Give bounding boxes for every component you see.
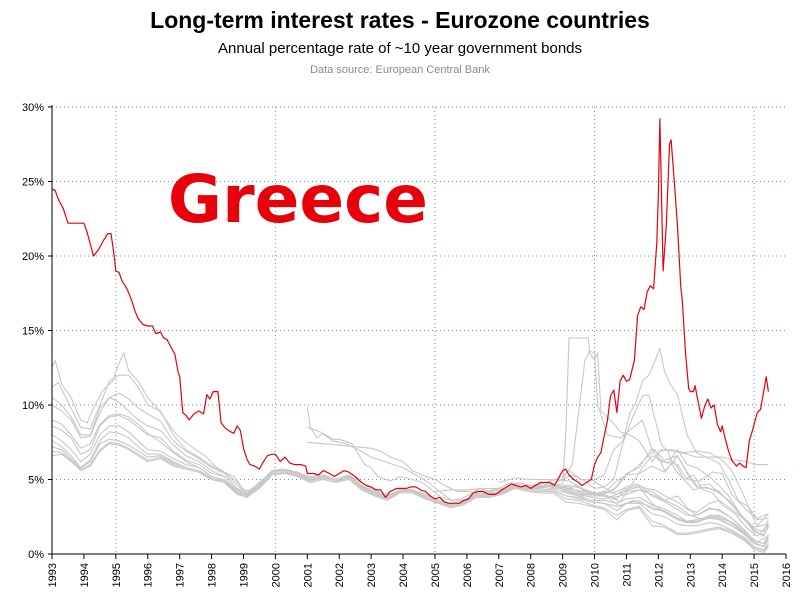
background-series-line [51, 431, 769, 548]
x-tick-label: 2009 [558, 563, 570, 587]
data-source-note: Data source: European Central Bank [310, 64, 490, 76]
y-tick-label: 0% [28, 549, 44, 561]
background-series-group [51, 337, 769, 554]
x-tick-label: 1996 [143, 563, 155, 587]
background-series-line [530, 394, 769, 537]
background-series-line [51, 443, 769, 548]
y-tick-label: 25% [22, 177, 44, 189]
x-tick-label: 1999 [238, 563, 250, 587]
x-tick-label: 2014 [717, 563, 729, 587]
x-tick-label: 2015 [749, 563, 761, 587]
y-tick-label: 5% [28, 475, 44, 487]
chart-title: Long-term interest rates - Eurozone coun… [150, 7, 650, 33]
x-tick-label: 1993 [47, 563, 59, 587]
chart-subtitle: Annual percentage rate of ~10 year gover… [218, 40, 582, 57]
highlight-country-label: Greece [168, 161, 428, 238]
y-tick-label: 30% [22, 102, 44, 114]
background-series-line [498, 350, 769, 528]
x-tick-label: 2001 [302, 563, 314, 587]
x-tick-label: 2003 [366, 563, 378, 587]
x-tick-label: 2008 [526, 563, 538, 587]
background-series-line [51, 397, 769, 545]
x-tick-label: 2010 [590, 563, 602, 587]
x-tick-label: 2013 [685, 563, 697, 587]
background-series-line [594, 347, 769, 519]
x-tick-label: 1997 [175, 563, 187, 587]
x-tick-label: 2007 [494, 563, 506, 587]
highlight-series-line [51, 118, 769, 504]
y-tick-label: 10% [22, 400, 44, 412]
background-series-line [51, 414, 769, 551]
x-tick-label: 2016 [781, 563, 793, 587]
x-tick-label: 2011 [621, 563, 633, 587]
x-tick-label: 1995 [111, 563, 123, 587]
x-tick-label: 2000 [270, 563, 282, 587]
x-tick-label: 2006 [462, 563, 474, 587]
background-series-line [658, 449, 769, 527]
x-tick-label: 2005 [430, 563, 442, 587]
y-tick-label: 15% [22, 326, 44, 338]
highlight-series-group [51, 118, 769, 504]
background-series-line [51, 441, 769, 554]
background-series-line [434, 337, 769, 492]
x-tick-label: 1998 [207, 563, 219, 587]
axes: 0% 5% 10% 15% 20% 25% 30% 1993 1994 1995 1996 1997 1… [22, 102, 793, 587]
y-tick-label: 20% [22, 251, 44, 263]
x-tick-label: 1994 [79, 563, 91, 587]
background-series-line [562, 447, 769, 537]
x-tick-label: 2012 [653, 563, 665, 587]
x-tick-label: 2002 [334, 563, 346, 587]
background-series-line [51, 392, 769, 536]
x-tick-label: 2004 [398, 563, 410, 587]
